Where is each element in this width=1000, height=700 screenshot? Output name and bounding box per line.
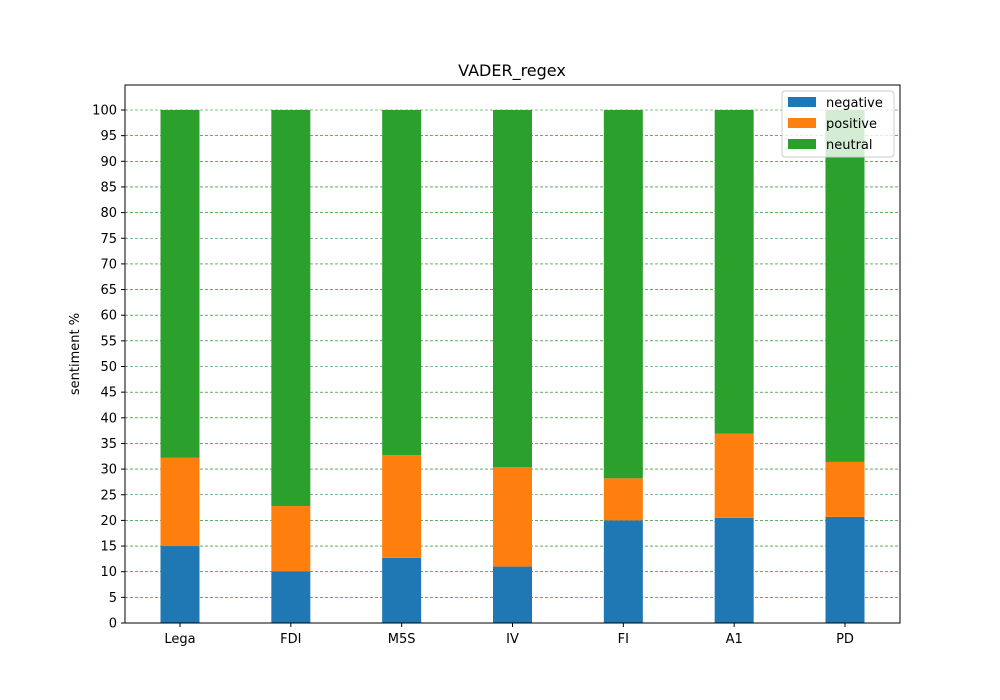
y-tick-label: 90: [100, 155, 117, 170]
y-tick-label: 20: [100, 514, 117, 529]
y-tick-label: 35: [100, 437, 117, 452]
legend-swatch-negative: [788, 97, 816, 107]
bar-positive: [382, 455, 422, 558]
bar-positive: [160, 457, 200, 547]
y-tick-label: 25: [100, 488, 117, 503]
x-tick-label: PD: [836, 632, 854, 647]
bar-neutral: [825, 110, 865, 462]
y-tick-label: 40: [100, 411, 117, 426]
y-tick-label: 45: [100, 386, 117, 401]
y-tick-label: 70: [100, 257, 117, 272]
bar-negative: [603, 520, 643, 623]
legend: negative positive neutral: [781, 90, 895, 158]
y-tick-label: 55: [100, 334, 117, 349]
bar-neutral: [382, 110, 422, 456]
bar-negative: [271, 571, 311, 623]
x-tick-label: A1: [726, 632, 743, 647]
bar-negative: [382, 557, 422, 623]
y-tick-label: 0: [109, 617, 117, 632]
legend-label-negative: negative: [826, 96, 883, 111]
x-tick-label: IV: [506, 632, 519, 647]
y-tick-label: 50: [100, 360, 117, 375]
bar-positive: [714, 433, 754, 518]
y-tick-label: 65: [100, 283, 117, 298]
y-tick-label: 75: [100, 232, 117, 247]
y-axis: 0 5 10 15 20 25 30 35 40 45 50 55 60 65 70 75 80 85 90 95 10…: [92, 104, 125, 632]
legend-swatch-neutral: [788, 139, 816, 149]
bar-negative: [493, 566, 532, 623]
bar-positive: [271, 506, 311, 572]
chart-title: VADER_regex: [458, 61, 566, 81]
bar-negative: [714, 517, 754, 623]
bar-neutral: [493, 110, 532, 468]
bar-positive: [825, 461, 865, 517]
y-tick-label: 80: [100, 206, 117, 221]
x-tick-label: FDI: [280, 632, 301, 647]
y-axis-label: sentiment %: [68, 313, 83, 395]
y-tick-label: 95: [100, 129, 117, 144]
x-tick-label: M5S: [388, 632, 416, 647]
x-axis: Lega FDI M5S IV FI A1 PD: [164, 623, 854, 647]
bar-neutral: [271, 110, 311, 507]
y-tick-label: 5: [109, 591, 117, 606]
legend-swatch-positive: [788, 118, 816, 128]
bar-positive: [603, 478, 643, 521]
bar-neutral: [160, 110, 200, 458]
y-tick-label: 15: [100, 540, 117, 555]
y-tick-label: 30: [100, 463, 117, 478]
y-tick-label: 60: [100, 309, 117, 324]
bar-neutral: [714, 110, 754, 434]
x-tick-label: Lega: [164, 632, 195, 647]
bar-negative: [160, 546, 200, 623]
bar-positive: [493, 467, 532, 567]
y-tick-label: 85: [100, 180, 117, 195]
bars: [160, 110, 865, 623]
bar-negative: [825, 516, 865, 623]
legend-label-neutral: neutral: [826, 138, 873, 153]
x-tick-label: FI: [618, 632, 629, 647]
legend-label-positive: positive: [826, 117, 877, 132]
bar-neutral: [603, 110, 643, 479]
y-tick-label: 100: [92, 104, 117, 119]
y-tick-label: 10: [100, 565, 117, 580]
